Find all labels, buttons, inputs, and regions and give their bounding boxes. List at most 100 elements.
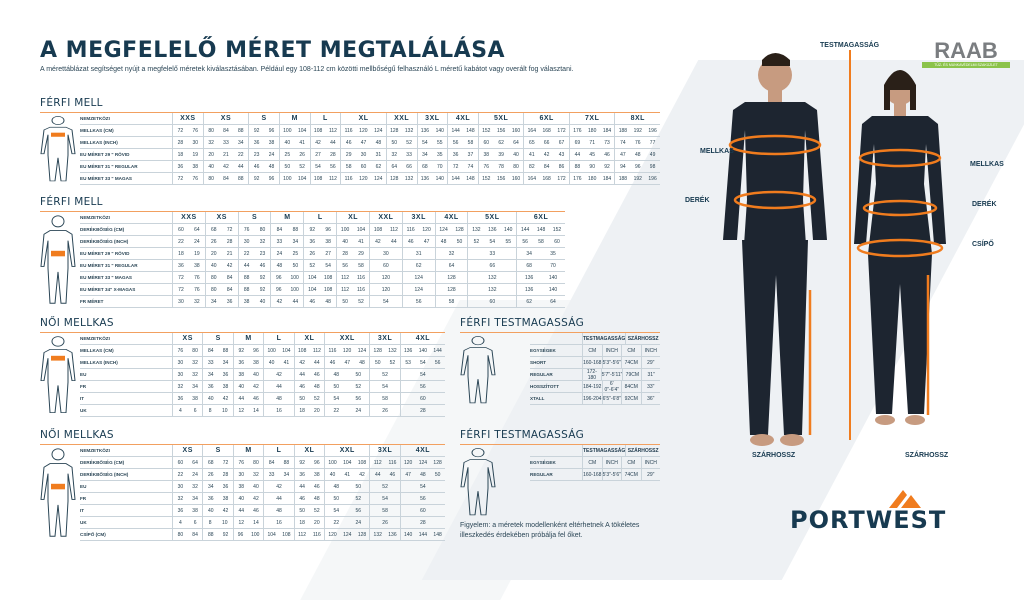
cell-value: 41: [344, 471, 351, 478]
size-group: 72 76: [172, 272, 205, 283]
cell-value: 92: [309, 226, 316, 233]
size-table: NEMZETKÖZI XXS XS S M L XL XXL 3XL 4XL 5XL 6XL 7XL 8X…: [40, 112, 660, 185]
cell-value: 40: [342, 238, 348, 245]
size-header: 3XL: [369, 445, 399, 456]
size-group: 116 120: [401, 224, 435, 235]
cell-value: 108: [313, 127, 323, 134]
size-group: 56 58 60: [516, 236, 565, 247]
cell-value: 40: [253, 483, 259, 490]
cell-value: 54: [420, 483, 426, 490]
size-group: 50 52: [293, 505, 324, 516]
cell-value: 50: [333, 495, 339, 502]
size-header: L: [263, 333, 293, 344]
cell-value: 192: [633, 175, 642, 182]
group-header-row: TESTMAGASSÁG SZÁRHOSSZ: [530, 445, 660, 457]
size-group: 46 47 48: [340, 137, 386, 148]
cell-value: 116: [388, 459, 397, 466]
cell-value: 29: [345, 151, 352, 158]
cell-value: 16: [276, 519, 282, 526]
table-row: SHORT 160-168 5'3"-5'6" 74CM 29": [530, 357, 660, 369]
cell-value: 92: [253, 175, 260, 182]
cell-value: 31: [375, 151, 382, 158]
cell-value: 96: [325, 226, 331, 233]
row-label: EU MÉRET 31 " REGULAR: [80, 164, 138, 169]
table-row: EU MÉRET 33 " MAGAS 72 76 80 84 88 92 96 100 104 1…: [80, 272, 565, 284]
size-group: 164 168 172: [523, 173, 569, 184]
cell-value: 52: [382, 483, 388, 490]
cell-value: 84: [276, 226, 283, 233]
row-label: FR: [80, 384, 87, 389]
cell-value: 60: [420, 395, 426, 402]
size-group: 34 35: [516, 248, 565, 259]
cell-value: 188: [618, 127, 628, 134]
cell-value: 43: [558, 151, 565, 158]
cell-value: 32: [177, 383, 184, 390]
size-group: 24 25: [270, 248, 303, 259]
cell-value: 136: [403, 347, 413, 354]
size-group: 58: [369, 505, 399, 516]
cell-value: 50: [342, 298, 348, 305]
cell-value: 72: [177, 127, 184, 134]
label-female-chest: MELLKAS: [970, 161, 1004, 168]
cell-value: 128: [390, 127, 399, 134]
cell-value: 156: [496, 175, 506, 182]
row-label: MELLKAS (INCH): [80, 140, 118, 145]
size-group: 132: [467, 284, 516, 295]
cell-value: 54: [420, 359, 426, 366]
cell-value: 38: [192, 507, 198, 514]
size-group: 52: [369, 481, 399, 492]
size-group: 50 52: [278, 161, 310, 172]
row-label: DERÉKBŐSÉG (CM): [80, 460, 125, 465]
size-group: 50 52: [336, 296, 369, 307]
cell-value: 128: [447, 286, 456, 293]
size-group: 64 66: [385, 161, 417, 172]
table-title: NŐI MELLKAS: [40, 317, 114, 329]
cell-value: 69: [574, 139, 581, 146]
table-row: FR 32 34 36 38 40 42 44 46 48 50 52 54 56: [80, 493, 445, 505]
cell-value: 30: [177, 483, 184, 490]
cell-value: 36: [208, 383, 214, 390]
body-figure: [40, 335, 76, 420]
size-group: 42 44: [368, 236, 402, 247]
women-waist-table: NŐI MELLKAS NEMZETKÖZI XS S M L XL XXL 3XL 4XL DER…: [40, 429, 445, 541]
cell-value: 104: [282, 347, 291, 354]
size-group: 40 41: [336, 236, 369, 247]
cell-value: 76: [192, 127, 199, 134]
cell-value: 38: [192, 395, 198, 402]
cell-value: 46: [345, 139, 352, 146]
cell-value: 62: [498, 139, 504, 146]
cell-value: 60: [178, 226, 184, 233]
size-group: 60: [399, 393, 445, 404]
cell-value: 124: [414, 274, 423, 281]
cell-value: 27: [315, 151, 321, 158]
cell-value: 54: [420, 371, 426, 378]
cell-value: 96: [268, 127, 275, 134]
size-header: L: [303, 212, 336, 223]
size-group: 41 42 43: [523, 149, 569, 160]
cell-value: 54: [333, 395, 339, 402]
size-group: 136 140: [416, 173, 448, 184]
cell-value: 48: [276, 262, 283, 269]
table-header-row: NEMZETKÖZI XS S M L XL XXL 3XL 4XL: [80, 445, 445, 457]
cell-value: 152: [552, 226, 562, 233]
cell-value: 44: [374, 471, 381, 478]
men-chest-table: FÉRFI MELL NEMZETKÖZI XXS XS S M L XL XXL 3XL 4XL 5…: [40, 97, 660, 185]
cell-value: 40: [329, 471, 336, 478]
height-table: TESTMAGASSÁG SZÁRHOSSZ EGYSÉGEK CM INCH CM INC…: [460, 321, 660, 405]
row-label: EU: [80, 372, 87, 377]
table-row: HOSSZÍTOTT 184-192 6' 0"-6'4" 84CM 33": [530, 381, 660, 393]
cell-value: 88: [222, 347, 229, 354]
table-row: DERÉKBŐSÉG (INCH) 22 24 26 28 30 32 33 34 36 38 40 4…: [80, 469, 445, 481]
row-label: CSÍPŐ (CM): [80, 532, 106, 537]
cell-value: 136: [524, 274, 534, 281]
cell-value: 92: [604, 163, 610, 170]
cell-value: 116: [344, 127, 353, 134]
cell-value: 50: [355, 371, 362, 378]
fit-note: Figyelem: a méretek modellenként eltérhe…: [460, 522, 640, 539]
cell-value: 67: [558, 139, 565, 146]
size-group: 56 58: [447, 137, 478, 148]
size-group: 54: [368, 296, 402, 307]
cell-value: 36: [452, 151, 459, 158]
cell-value: 49: [649, 151, 656, 158]
size-header: XXL: [324, 333, 369, 344]
